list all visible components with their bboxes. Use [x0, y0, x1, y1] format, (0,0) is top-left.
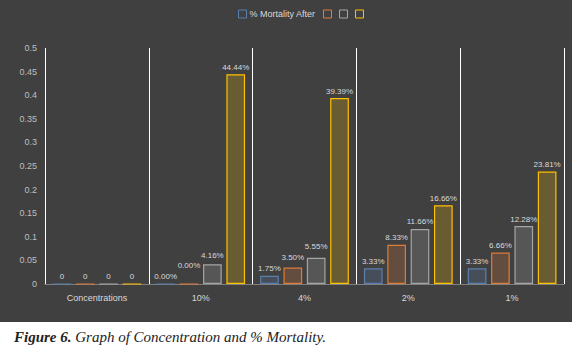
svg-text:0.1: 0.1	[24, 232, 37, 242]
svg-text:4.16%: 4.16%	[201, 251, 224, 260]
svg-text:0.45: 0.45	[19, 67, 37, 77]
svg-text:0: 0	[130, 272, 135, 281]
svg-text:23.81%: 23.81%	[534, 160, 561, 169]
svg-text:2%: 2%	[402, 293, 415, 303]
svg-text:0.15: 0.15	[19, 208, 37, 218]
svg-text:5.55%: 5.55%	[305, 242, 328, 251]
svg-text:3.50%: 3.50%	[281, 253, 304, 262]
svg-text:44.44%: 44.44%	[222, 63, 249, 72]
svg-text:1%: 1%	[506, 293, 519, 303]
svg-text:12.28%: 12.28%	[510, 215, 537, 224]
svg-text:0.35: 0.35	[19, 114, 37, 124]
svg-text:0.25: 0.25	[19, 161, 37, 171]
svg-text:3.33%: 3.33%	[362, 257, 385, 266]
svg-text:10%: 10%	[192, 293, 210, 303]
svg-text:1.75%: 1.75%	[258, 264, 281, 273]
svg-text:0.00%: 0.00%	[154, 272, 177, 281]
svg-text:8.33%: 8.33%	[385, 233, 408, 242]
svg-text:0: 0	[60, 272, 65, 281]
svg-text:0.05: 0.05	[19, 255, 37, 265]
svg-text:0.5: 0.5	[24, 43, 37, 53]
svg-text:% Mortality After: % Mortality After	[249, 9, 315, 19]
svg-text:0.4: 0.4	[24, 90, 37, 100]
svg-text:0.2: 0.2	[24, 185, 37, 195]
svg-text:Concentrations: Concentrations	[67, 293, 128, 303]
svg-text:0: 0	[83, 272, 88, 281]
svg-text:4%: 4%	[298, 293, 311, 303]
svg-text:0.3: 0.3	[24, 137, 37, 147]
svg-text:16.66%: 16.66%	[430, 194, 457, 203]
svg-text:6.66%: 6.66%	[489, 241, 512, 250]
svg-text:11.66%: 11.66%	[407, 217, 434, 226]
svg-text:0.00%: 0.00%	[178, 261, 201, 270]
svg-text:0: 0	[32, 279, 37, 289]
svg-text:39.39%: 39.39%	[326, 87, 353, 96]
html-text:Figure 6. Graph of Concentrati: Figure 6. Graph of Concentration and % M…	[14, 329, 327, 345]
svg-text:0: 0	[106, 272, 111, 281]
svg-text:3.33%: 3.33%	[466, 257, 489, 266]
